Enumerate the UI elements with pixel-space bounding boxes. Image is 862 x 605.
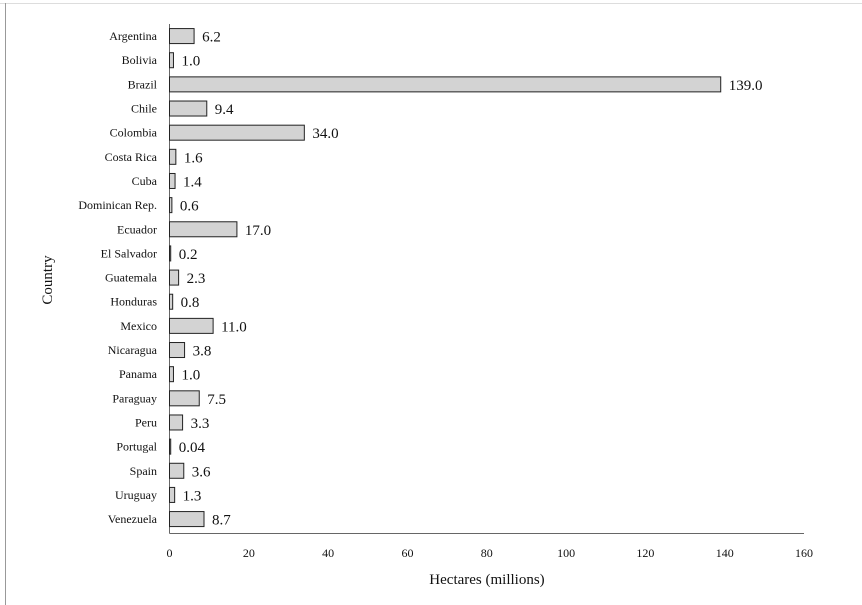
bar xyxy=(169,342,186,359)
bar xyxy=(169,245,172,262)
category-label: El Salvador xyxy=(101,246,157,260)
x-tick-label: 0 xyxy=(167,546,173,560)
x-tick-label: 160 xyxy=(795,546,813,560)
value-label: 17.0 xyxy=(245,223,271,239)
category-label: Portugal xyxy=(116,440,157,454)
value-label: 6.2 xyxy=(202,30,221,46)
x-tick-label: 140 xyxy=(716,546,734,560)
bar xyxy=(169,390,200,407)
value-label: 8.7 xyxy=(212,513,231,529)
category-label: Bolivia xyxy=(122,53,158,67)
bar xyxy=(169,124,305,141)
bar xyxy=(169,148,177,165)
value-label: 1.0 xyxy=(181,368,200,384)
value-label: 1.3 xyxy=(183,488,202,504)
bar xyxy=(169,221,238,238)
bar xyxy=(169,317,214,334)
bar xyxy=(169,269,180,286)
category-label: Honduras xyxy=(110,295,157,309)
category-label: Costa Rica xyxy=(105,150,158,164)
value-label: 139.0 xyxy=(729,78,763,94)
category-label: Nicaragua xyxy=(108,343,158,357)
category-label: Spain xyxy=(130,464,157,478)
category-label: Panama xyxy=(119,367,158,381)
x-tick-label: 40 xyxy=(322,546,334,560)
value-label: 3.3 xyxy=(191,416,210,432)
category-label: Brazil xyxy=(128,77,158,91)
value-label: 0.2 xyxy=(179,247,198,263)
bar xyxy=(169,76,722,93)
x-tick-label: 80 xyxy=(481,546,493,560)
x-tick-label: 100 xyxy=(557,546,575,560)
value-label: 11.0 xyxy=(221,319,247,335)
y-axis-title: Country xyxy=(40,255,56,305)
bar xyxy=(169,511,205,528)
category-label: Chile xyxy=(131,102,157,116)
value-label: 1.6 xyxy=(184,150,203,166)
category-label: Ecuador xyxy=(117,222,157,236)
x-tick-label: 20 xyxy=(243,546,255,560)
value-label: 34.0 xyxy=(312,126,338,142)
bar xyxy=(169,172,176,189)
x-tick-label: 120 xyxy=(636,546,654,560)
x-axis-title: Hectares (millions) xyxy=(429,572,544,588)
value-label: 1.0 xyxy=(181,54,200,70)
value-label: 9.4 xyxy=(215,102,234,118)
plot-area: 0 20 40 60 80 100 120 140 160 Argentina 6.2 Bolivia… xyxy=(78,24,813,560)
category-label: Venezuela xyxy=(108,512,158,526)
category-label: Guatemala xyxy=(105,271,158,285)
category-label: Dominican Rep. xyxy=(78,198,157,212)
value-label: 0.8 xyxy=(181,295,200,311)
value-label: 0.04 xyxy=(179,440,206,456)
bar xyxy=(169,293,174,310)
x-tick-label: 60 xyxy=(401,546,413,560)
bar xyxy=(169,197,173,214)
bar xyxy=(169,462,185,479)
category-label: Argentina xyxy=(109,29,157,43)
value-label: 2.3 xyxy=(187,271,206,287)
category-label: Peru xyxy=(135,415,157,429)
category-label: Cuba xyxy=(132,174,158,188)
bar xyxy=(169,486,176,503)
category-label: Uruguay xyxy=(115,488,157,502)
value-label: 1.4 xyxy=(183,174,202,190)
bar xyxy=(169,100,208,117)
category-label: Colombia xyxy=(110,126,158,140)
bar xyxy=(169,52,174,69)
value-label: 3.6 xyxy=(192,464,211,480)
bar xyxy=(169,438,172,455)
value-label: 0.6 xyxy=(180,199,199,215)
value-label: 3.8 xyxy=(193,344,212,360)
bar xyxy=(169,28,195,45)
value-label: 7.5 xyxy=(207,392,226,408)
bar xyxy=(169,366,174,383)
bar xyxy=(169,414,184,431)
category-label: Paraguay xyxy=(112,391,157,405)
category-label: Mexico xyxy=(120,319,157,333)
